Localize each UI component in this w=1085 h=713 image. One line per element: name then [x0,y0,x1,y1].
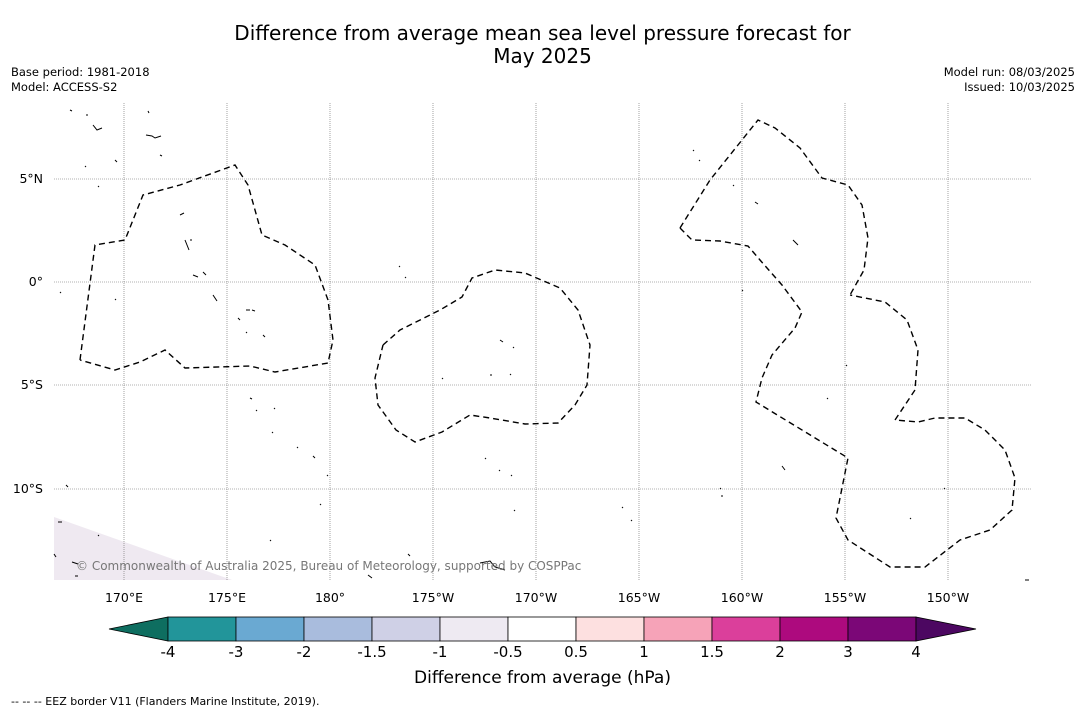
colorbar-segment [507,616,577,642]
island [398,265,516,571]
colorbar-tick-label: -3 [228,643,244,661]
copyright-text: © Commonwealth of Australia 2025, Bureau… [76,559,581,573]
colorbar-arrow-low [108,616,169,642]
lon-labels: 170°E 175°E 180° 175°W 170°W 165°W 160°W… [105,590,969,605]
lat-labels: 5°N 0° 5°S 10°S [13,171,43,496]
eez-border [374,269,591,443]
eez-border [679,227,1016,568]
colorbar-segment [371,616,441,642]
model-run-text: Model run: 08/03/2025 [943,65,1075,79]
meta-left: Base period: 1981-2018 Model: ACCESS-S2 [11,65,150,95]
colorbar-segment [439,616,509,642]
eez-border [679,119,869,296]
lon-label: 170°W [515,590,557,605]
lat-label: 5°S [21,377,43,392]
lon-label: 175°E [208,590,246,605]
colorbar-segment [167,616,237,642]
colorbar-tick-label: -1 [432,643,448,661]
lat-label: 0° [29,274,43,289]
lon-label: 175°W [412,590,454,605]
lon-label: 170°E [105,590,143,605]
eez-border [79,164,334,373]
colorbar-segment [303,616,373,642]
eez-borders [79,119,1016,568]
meta-right: Model run: 08/03/2025 Issued: 10/03/2025 [944,65,1075,95]
colorbar-segment [235,616,305,642]
lon-label: 165°W [618,590,660,605]
colorbar-tick-label: 0.5 [564,643,588,661]
colorbar-segment [779,616,849,642]
island [69,109,266,338]
lon-label: 150°W [927,590,969,605]
title-line-1: Difference from average mean sea level p… [234,21,851,45]
footnote-text: -- -- -- EEZ border V11 (Flanders Marine… [11,695,320,708]
island [621,149,1029,581]
lat-label: 10°S [13,481,43,496]
base-period-text: Base period: 1981-2018 [11,65,150,79]
issued-text: Issued: 10/03/2025 [964,80,1075,94]
colorbar [108,616,977,642]
island [53,154,373,579]
colorbar-tick-label: 1 [639,643,649,661]
colorbar-tick-label: 1.5 [700,643,724,661]
colorbar-tick-label: 3 [843,643,853,661]
lat-label: 5°N [19,171,43,186]
islands [53,109,1029,581]
colorbar-label: Difference from average (hPa) [414,668,671,688]
gridlines [54,103,1031,580]
colorbar-tick-label: -2 [296,643,312,661]
colorbar-tick-label: 2 [775,643,785,661]
lon-label: 180° [315,590,345,605]
model-text: Model: ACCESS-S2 [11,80,118,94]
colorbar-tick-label: -0.5 [493,643,523,661]
colorbar-tick-label: -4 [160,643,176,661]
shaded-region [54,517,232,580]
colorbar-segment [575,616,645,642]
title-line-2: May 2025 [493,44,592,68]
lon-label: 160°W [721,590,763,605]
colorbar-segment [643,616,713,642]
lon-label: 155°W [824,590,866,605]
colorbar-segment [847,616,917,642]
map-title: Difference from average mean sea level p… [0,22,1085,68]
colorbar-tick-label: 4 [911,643,921,661]
colorbar-tick-label: -1.5 [357,643,387,661]
colorbar-segment [711,616,781,642]
colorbar-arrow-high [915,616,977,642]
